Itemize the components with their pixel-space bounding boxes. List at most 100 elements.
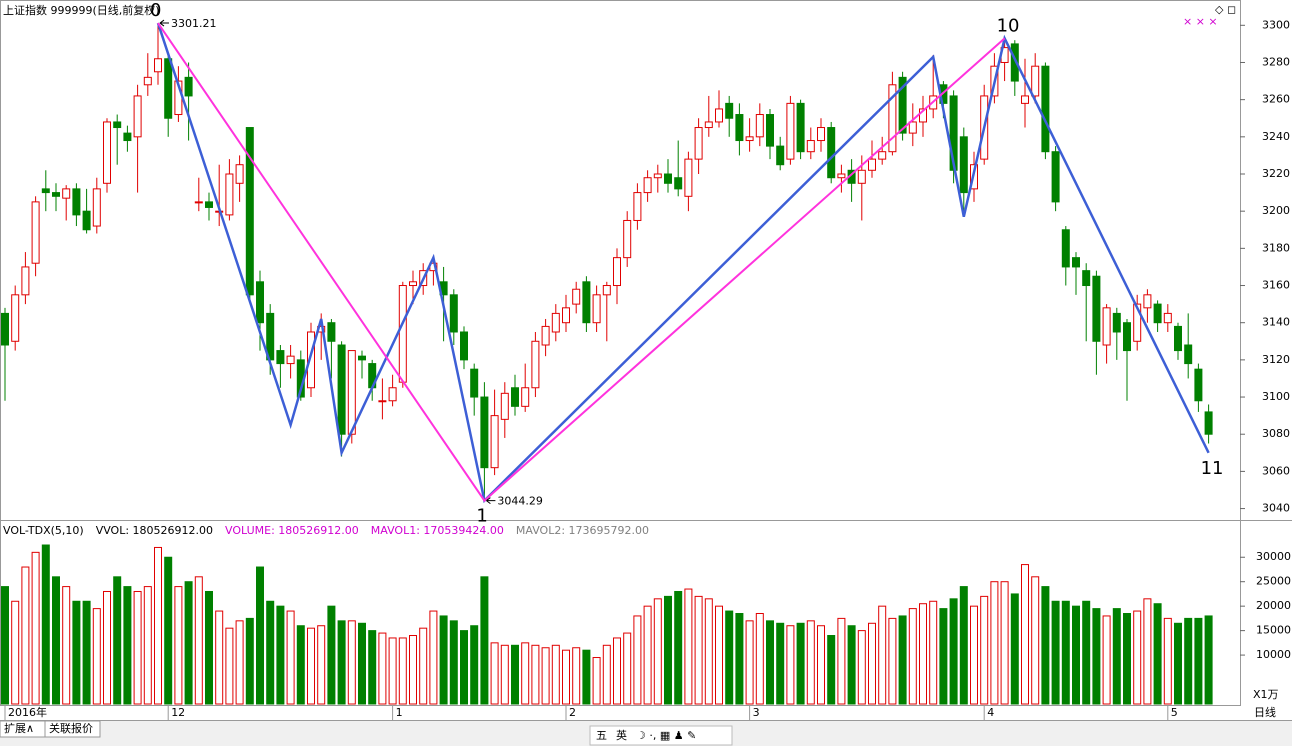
y-tick-label: 3260 <box>1262 93 1290 106</box>
annotation-arrow <box>486 497 496 504</box>
volume-bar <box>551 644 560 705</box>
tab-label[interactable]: 扩展∧ <box>4 721 34 735</box>
volume-header: VVOL: 180526912.00 <box>96 524 213 537</box>
volume-bar <box>337 620 346 705</box>
volume-bar <box>388 637 397 705</box>
candle-body <box>1 312 9 346</box>
volume-bar <box>878 605 887 705</box>
volume-bar <box>225 627 234 705</box>
candle-body <box>643 177 652 194</box>
candle-body <box>684 158 693 197</box>
volume-bar <box>256 566 264 705</box>
tab[interactable] <box>44 720 101 738</box>
y-tick-label: 10000 <box>1256 648 1291 661</box>
volume-bar <box>725 610 734 705</box>
candle-body <box>776 145 785 166</box>
volume-bar <box>1163 617 1172 705</box>
volume-bar <box>317 625 326 705</box>
candle-body <box>194 201 203 204</box>
toolbar-button[interactable]: 五 <box>596 729 607 742</box>
volume-bar <box>154 546 162 705</box>
candle-body <box>143 76 152 86</box>
volume-bar <box>755 613 764 705</box>
volume-bar <box>439 615 448 705</box>
volume-bar <box>368 630 377 705</box>
candle-body <box>1143 294 1152 309</box>
candle-body <box>735 114 744 142</box>
volume-bar <box>1082 600 1091 705</box>
candle-body <box>92 188 101 227</box>
y-tick-label: 3140 <box>1262 316 1290 329</box>
candle-body <box>806 140 815 153</box>
candle-body <box>1153 303 1162 324</box>
candle-body <box>633 192 642 221</box>
volume-bar <box>62 586 71 705</box>
volume-bar <box>21 566 30 705</box>
toolbar-icons[interactable]: ☽ ·, ▦ ♟ ✎ <box>636 729 696 742</box>
candle-body <box>1051 151 1060 203</box>
volume-bar <box>1021 564 1029 705</box>
tab-label[interactable]: 关联报价 <box>49 721 93 735</box>
candle-body <box>796 102 805 153</box>
candle-body <box>1021 95 1029 104</box>
volume-bar <box>541 647 550 705</box>
volume-unit: X1万 <box>1253 688 1279 701</box>
volume-bar <box>205 590 213 705</box>
volume-bar <box>521 642 530 705</box>
candle-body <box>1112 312 1121 333</box>
x-tick-label: 2 <box>569 706 576 719</box>
toolbar-button[interactable]: 英 <box>616 728 627 742</box>
volume-bar <box>143 586 152 705</box>
volume-bar <box>11 600 20 705</box>
candle-body <box>72 188 81 216</box>
x-tick-label: 1 <box>396 706 403 719</box>
window-icons: ◇ ◻ <box>1215 3 1236 16</box>
volume-bar <box>817 625 825 705</box>
y-tick-label: 25000 <box>1256 575 1291 588</box>
candle-body <box>327 322 336 342</box>
volume-bar <box>694 595 703 705</box>
y-tick-label: 3100 <box>1262 390 1290 403</box>
volume-bar <box>1204 615 1213 705</box>
volume-bar <box>307 627 315 705</box>
volume-bar <box>929 600 938 705</box>
candle-body <box>184 76 193 97</box>
candle-body <box>715 108 723 123</box>
volume-bar <box>194 576 203 705</box>
x-tick-label: 5 <box>1171 706 1178 719</box>
volume-bar <box>674 590 683 705</box>
candle-body <box>908 121 917 134</box>
volume-bar <box>623 632 632 705</box>
volume-bar <box>286 610 295 705</box>
candle-body <box>409 281 417 287</box>
candle-body <box>1041 65 1050 153</box>
volume-bar <box>52 576 60 705</box>
volume-bar <box>919 603 927 705</box>
candle-body <box>133 95 142 138</box>
candle-body <box>31 201 40 264</box>
candle-body <box>1061 229 1070 268</box>
chart-title: 上证指数 999999(日线,前复权) <box>3 3 160 17</box>
volume-bar <box>959 586 968 705</box>
volume-bar <box>1031 576 1040 705</box>
candle-body <box>11 294 20 342</box>
volume-bar <box>1194 617 1203 705</box>
candle-body <box>888 84 897 153</box>
volume-bar <box>592 657 601 705</box>
volume-bar <box>766 620 774 705</box>
volume-bar <box>82 600 91 705</box>
volume-bar <box>1174 622 1182 705</box>
volume-bar <box>41 544 50 705</box>
volume-bar <box>980 595 989 705</box>
volume-bar <box>449 620 458 705</box>
volume-bar <box>358 622 366 705</box>
candle-body <box>664 173 672 184</box>
period-label: 日线 <box>1254 705 1276 719</box>
wave-line <box>156 22 1210 504</box>
volume-bar <box>1153 603 1162 705</box>
candle-body <box>837 173 846 179</box>
candle-body <box>225 173 234 216</box>
candle-body <box>256 281 264 324</box>
volume-bar <box>776 622 785 705</box>
volume-bar <box>470 625 479 705</box>
